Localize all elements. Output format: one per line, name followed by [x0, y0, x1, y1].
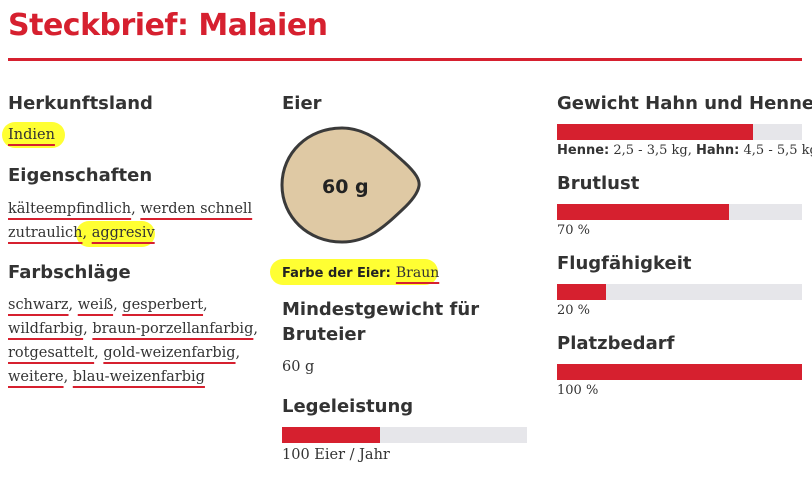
- color-link[interactable]: gesperbert: [122, 297, 204, 313]
- trait-link[interactable]: aggresiv: [91, 225, 155, 241]
- title-divider: [8, 58, 802, 61]
- trait-aggresiv-highlight: [76, 221, 155, 247]
- origin-highlight: [2, 122, 65, 148]
- origin-heading: Herkunftsland: [8, 93, 153, 114]
- flight-bar-fill: [557, 284, 606, 300]
- flight-heading: Flugfähigkeit: [557, 253, 692, 274]
- trait-link[interactable]: werden schnell: [140, 201, 253, 217]
- space-value: 100 %: [557, 383, 599, 398]
- hen-label: Henne:: [557, 143, 610, 158]
- eggs-heading: Eier: [282, 93, 322, 114]
- trait-link[interactable]: kälteempfindlich: [8, 201, 132, 217]
- laying-value: 100 Eier / Jahr: [282, 447, 390, 463]
- weight-bar: [557, 124, 802, 140]
- color-link[interactable]: weitere: [8, 369, 64, 385]
- hen-value: 2,5 - 3,5 kg,: [613, 143, 692, 158]
- space-bar: [557, 364, 802, 380]
- egg-color-row: Farbe der Eier: Braun: [282, 262, 439, 281]
- color-varieties-heading: Farbschläge: [8, 262, 131, 283]
- brood-bar: [557, 204, 802, 220]
- egg-shape: [280, 126, 421, 244]
- min-weight-value: 60 g: [282, 359, 315, 375]
- space-heading: Platzbedarf: [557, 333, 675, 354]
- origin-value-wrap: Indien: [8, 123, 55, 147]
- separator: ,: [235, 345, 241, 361]
- weight-heading: Gewicht Hahn und Henne: [557, 93, 812, 114]
- min-weight-heading-line2: Bruteier: [282, 324, 366, 345]
- brood-heading: Brutlust: [557, 173, 640, 194]
- page-title: Steckbrief: Malaien: [8, 8, 328, 43]
- separator: ,: [83, 321, 93, 337]
- separator: ,: [253, 321, 258, 337]
- separator: ,: [68, 297, 78, 313]
- traits-line-1: kälteempfindlich, werden schnell: [8, 197, 252, 221]
- color-link[interactable]: rotgesattelt: [8, 345, 95, 361]
- separator: ,: [82, 225, 92, 241]
- laying-bar-fill: [282, 427, 380, 443]
- separator: ,: [113, 297, 123, 313]
- laying-bar: [282, 427, 527, 443]
- min-weight-heading: Mindestgewicht für: [282, 299, 480, 320]
- traits-line-2: zutraulich, aggresiv: [8, 221, 155, 245]
- color-line-1: schwarz, weiß, gesperbert,: [8, 293, 208, 317]
- color-link[interactable]: blau-weizenfarbig: [72, 369, 205, 385]
- egg-weight: 60 g: [322, 176, 369, 198]
- separator: ,: [94, 345, 104, 361]
- weight-bar-fill: [557, 124, 753, 140]
- egg-color-highlight: [270, 259, 438, 285]
- rooster-label: Hahn:: [696, 143, 740, 158]
- color-link[interactable]: schwarz: [8, 297, 69, 313]
- rooster-value: 4,5 - 5,5 kg: [743, 143, 812, 158]
- brood-bar-fill: [557, 204, 729, 220]
- trait-link[interactable]: zutraulich: [8, 225, 83, 241]
- weight-values: Henne: 2,5 - 3,5 kg, Hahn: 4,5 - 5,5 kg: [557, 143, 812, 158]
- color-line-3: rotgesattelt, gold-weizenfarbig,: [8, 341, 240, 365]
- egg-color-label: Farbe der Eier:: [282, 266, 391, 281]
- separator: ,: [63, 369, 73, 385]
- separator: ,: [203, 297, 208, 313]
- color-line-2: wildfarbig, braun-porzellanfarbig,: [8, 317, 258, 341]
- color-link[interactable]: gold-weizenfarbig: [103, 345, 236, 361]
- color-link[interactable]: weiß: [77, 297, 114, 313]
- flight-bar: [557, 284, 802, 300]
- laying-heading: Legeleistung: [282, 396, 414, 417]
- egg-color-link[interactable]: Braun: [395, 265, 440, 281]
- color-line-4: weitere, blau-weizenfarbig: [8, 365, 205, 389]
- space-bar-fill: [557, 364, 802, 380]
- color-link[interactable]: braun-porzellanfarbig: [92, 321, 254, 337]
- brood-value: 70 %: [557, 223, 591, 238]
- color-link[interactable]: wildfarbig: [8, 321, 84, 337]
- separator: ,: [131, 201, 141, 217]
- flight-value: 20 %: [557, 303, 591, 318]
- origin-link-indien[interactable]: Indien: [8, 127, 55, 143]
- traits-heading: Eigenschaften: [8, 165, 153, 186]
